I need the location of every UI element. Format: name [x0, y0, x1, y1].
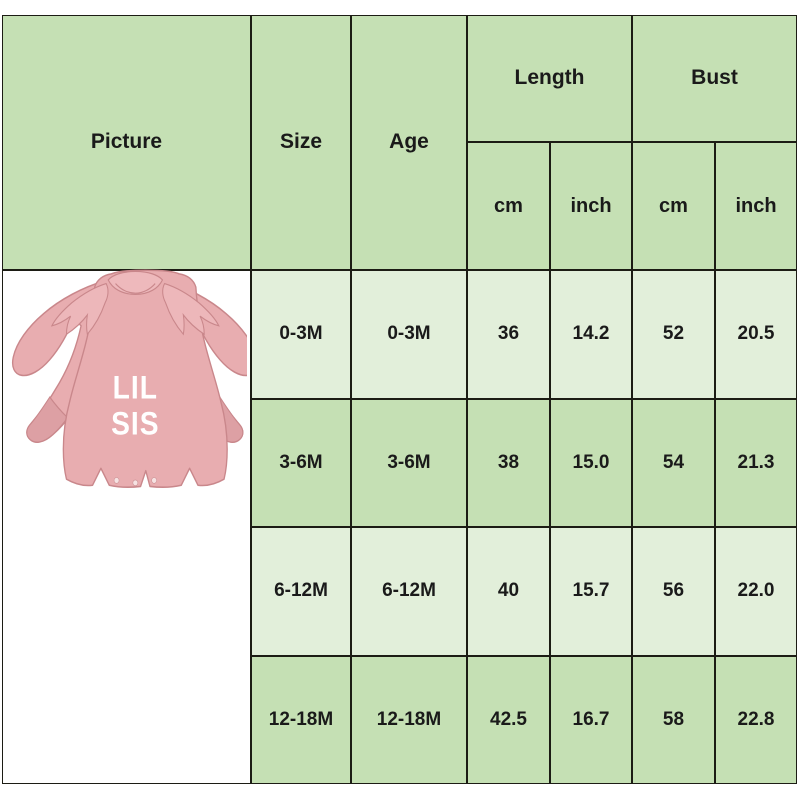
svg-text:LIL: LIL — [112, 369, 157, 405]
svg-text:SIS: SIS — [111, 406, 160, 442]
